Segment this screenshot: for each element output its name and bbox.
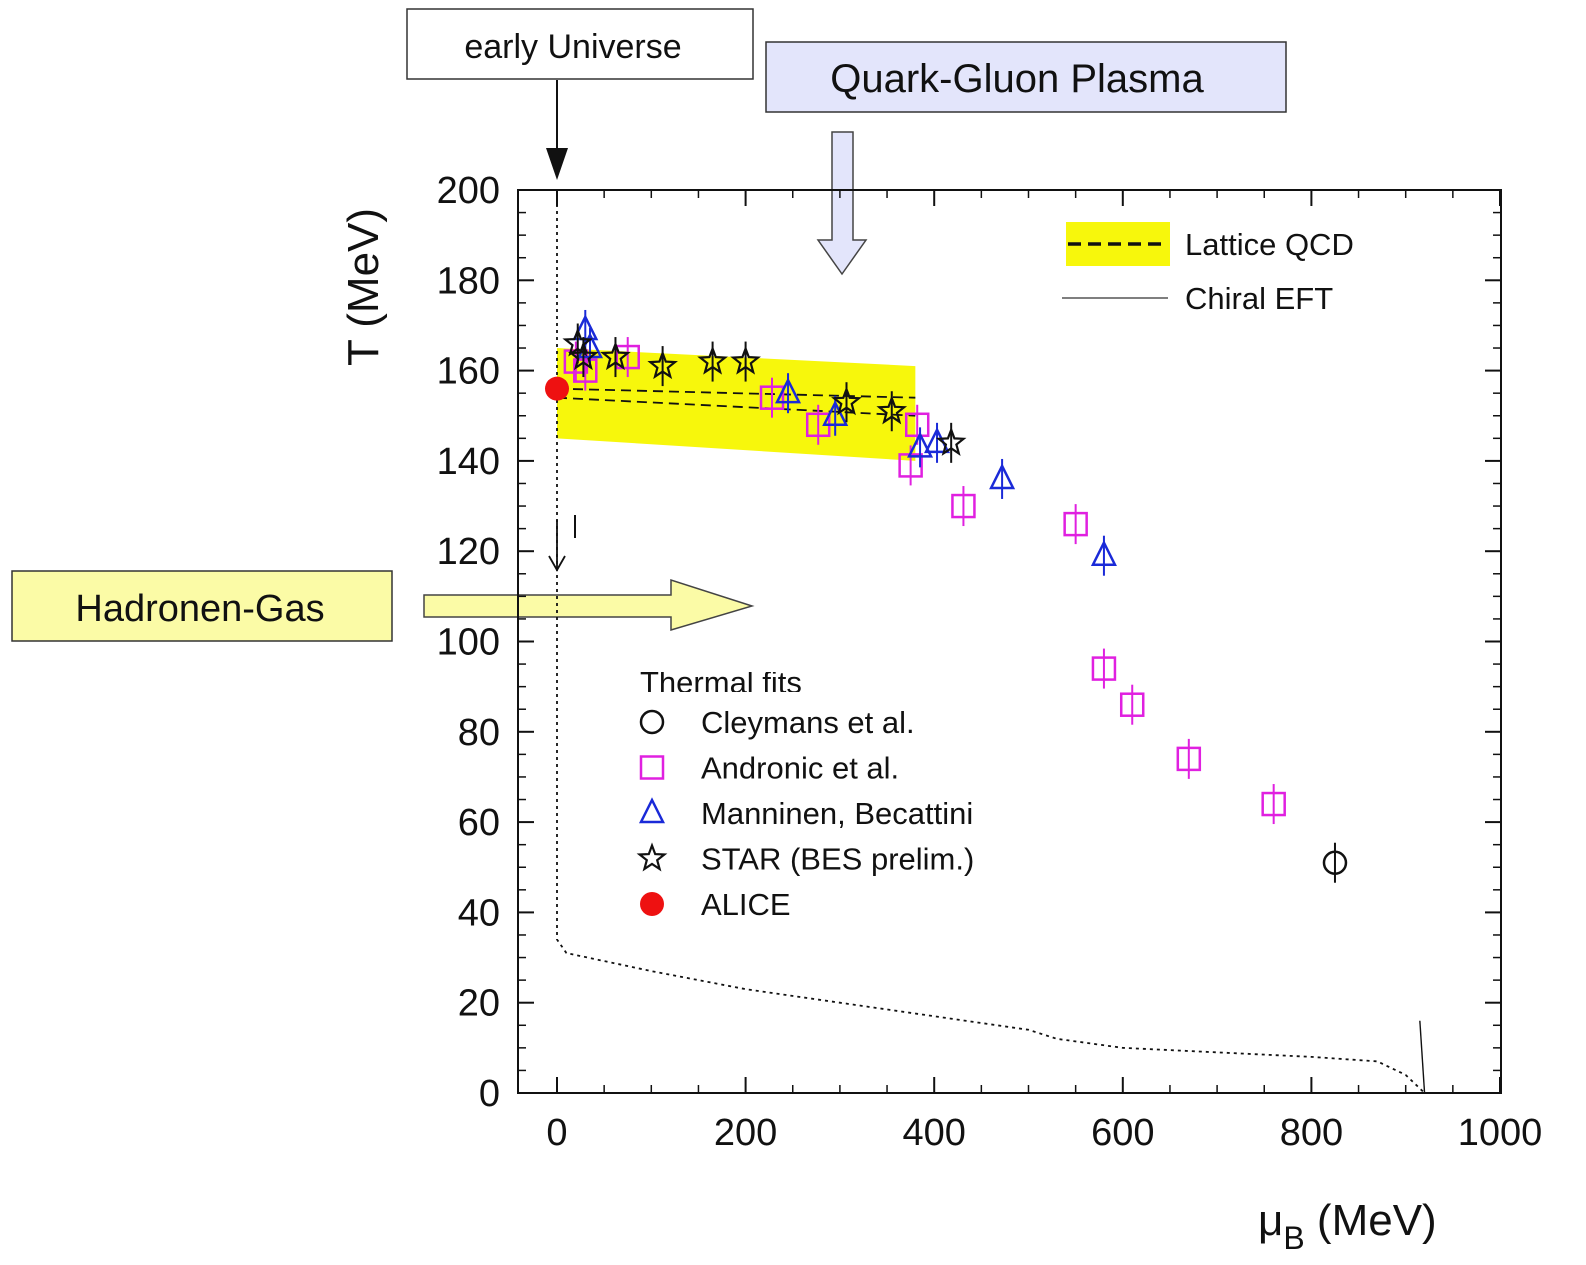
point-star: [568, 340, 599, 371]
y-tick-label: 140: [437, 441, 500, 483]
y-tick-label: 180: [437, 260, 500, 302]
legend-marker-dot: [640, 892, 664, 916]
early-universe-annotation: early Universe: [406, 8, 754, 180]
point-square: [1176, 746, 1202, 772]
point-square: [1091, 656, 1117, 681]
point-square: [904, 412, 930, 438]
y-tick-label: 0: [479, 1073, 500, 1115]
chiral-eft-line: [1419, 1020, 1426, 1094]
point-star: [697, 345, 728, 375]
point-dot: [545, 376, 569, 401]
point-star: [600, 341, 631, 371]
lattice-band-fill: [557, 348, 916, 461]
legend-marker-square: [639, 755, 665, 780]
x-tick-label: 200: [714, 1112, 777, 1154]
x-tick-label: 400: [902, 1112, 965, 1154]
x-tick-label: 600: [1091, 1112, 1154, 1154]
point-square: [951, 493, 976, 519]
lattice-dashed-line: [556, 387, 916, 399]
point-star: [647, 349, 678, 380]
point-square: [573, 358, 598, 383]
small-arrow-marker: [548, 515, 576, 572]
early-universe-arrowhead: [546, 148, 568, 180]
y-axis-title: T (MeV): [339, 208, 388, 366]
hadron-gas-arrow: [423, 578, 755, 632]
point-triangle: [1090, 539, 1117, 566]
point-triangle: [775, 377, 802, 404]
point-star: [562, 327, 594, 357]
legend-marker-star: [636, 842, 668, 872]
x-tick-label: 1000: [1458, 1112, 1543, 1154]
point-circle: [1322, 850, 1348, 875]
point-square: [759, 385, 785, 410]
chiral-legend-label: Chiral EFT: [1185, 281, 1333, 316]
y-tick-label: 80: [458, 712, 500, 754]
legend-label: Andronic et al.: [701, 751, 899, 786]
early-universe-label: early Universe: [464, 28, 681, 66]
y-tick-label: 40: [458, 892, 500, 934]
axes: 0 20 40 60 80 100 120 140 160 180 200 0 200 400 600 800…: [339, 170, 1542, 1256]
x-axis-title: μB (MeV): [1258, 1196, 1437, 1256]
x-tick-label: 800: [1280, 1112, 1343, 1154]
qgp-label: Quark-Gluon Plasma: [830, 57, 1204, 101]
boundary-dotted-curve: [556, 190, 1426, 1094]
point-square: [1063, 511, 1088, 537]
legend-marker-triangle: [638, 797, 666, 824]
chiral-legend: Chiral EFT: [1062, 281, 1333, 316]
y-tick-label: 20: [458, 983, 500, 1025]
y-tick-label: 160: [437, 351, 500, 393]
point-star: [876, 395, 908, 425]
thermal-fits-heading: Thermal fits: [640, 665, 802, 700]
boundary-curves: [556, 190, 1426, 1094]
point-square: [1261, 791, 1286, 817]
point-triangle: [822, 399, 849, 426]
plot-frame: [517, 189, 1502, 1094]
y-tick-label: 100: [437, 622, 500, 664]
x-tick-label: 0: [546, 1112, 567, 1154]
point-star: [730, 345, 761, 375]
y-tick-label: 200: [437, 170, 500, 212]
qgp-arrow: [816, 131, 868, 276]
lattice-legend: Lattice QCD: [1066, 222, 1354, 266]
y-tick-label: 60: [458, 802, 500, 844]
data-points: [545, 309, 1348, 883]
lattice-legend-label: Lattice QCD: [1185, 227, 1354, 262]
point-triangle: [989, 463, 1016, 490]
point-square: [615, 344, 640, 370]
point-star: [831, 386, 862, 416]
qgp-annotation: Quark-Gluon Plasma: [765, 41, 1287, 276]
hadron-gas-annotation: Hadronen-Gas: [11, 570, 755, 642]
legend-label: STAR (BES prelim.): [701, 842, 974, 877]
point-triangle: [907, 431, 934, 458]
legend-label: Cleymans et al.: [701, 705, 915, 740]
point-star: [935, 426, 967, 456]
lattice-qcd-band: [556, 348, 916, 461]
hadron-gas-label: Hadronen-Gas: [75, 588, 324, 630]
marker-legend: Cleymans et al. Andronic et al. Manninen, …: [636, 705, 974, 922]
legend-marker-circle: [639, 709, 665, 735]
y-tick-label: 120: [437, 531, 500, 573]
point-square: [1119, 692, 1145, 717]
legend-label: ALICE: [701, 887, 791, 922]
legend-label: Manninen, Becattini: [701, 796, 973, 831]
lattice-dashed-line: [556, 396, 916, 417]
